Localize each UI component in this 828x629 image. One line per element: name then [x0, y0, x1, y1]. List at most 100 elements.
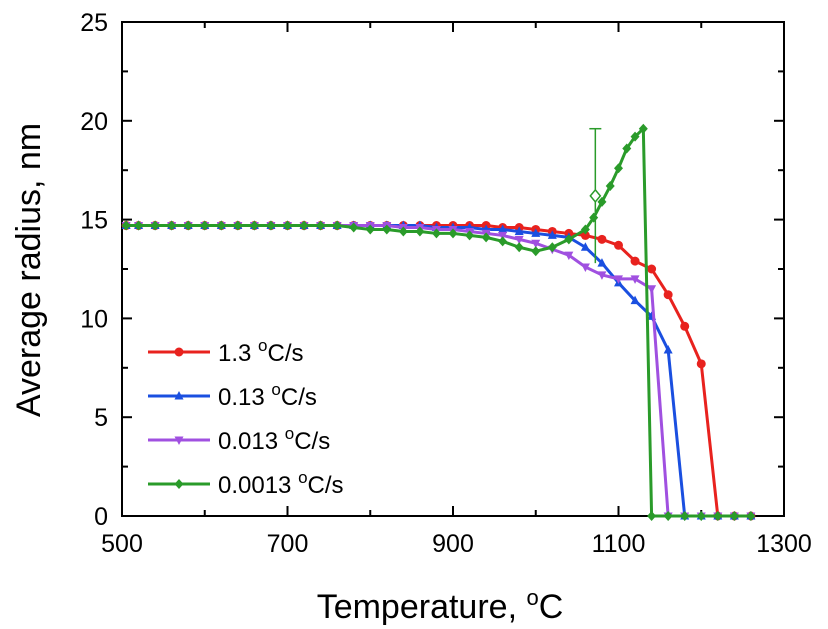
x-tick-label: 900	[432, 530, 474, 558]
data-point	[481, 232, 491, 243]
series-layer	[121, 123, 756, 521]
data-point	[121, 220, 131, 231]
data-point	[630, 256, 640, 266]
data-point	[167, 220, 177, 231]
data-point	[614, 275, 623, 284]
data-point	[729, 511, 739, 521]
x-tick-label: 1300	[756, 530, 812, 558]
data-point	[398, 226, 408, 237]
data-point	[663, 345, 673, 354]
data-point	[638, 123, 648, 134]
data-point	[580, 230, 590, 240]
data-point	[580, 224, 590, 235]
data-point	[498, 231, 508, 241]
data-point	[365, 224, 375, 235]
data-point	[332, 220, 342, 231]
data-point	[283, 220, 292, 231]
legend-label: 0.13 oC/s	[218, 380, 317, 411]
data-point	[531, 246, 541, 257]
data-point	[431, 228, 441, 239]
data-point	[680, 511, 690, 521]
legend: 1.3 oC/s 0.13 oC/s 0.013 oC/s 0.0013 oC/s	[148, 336, 344, 499]
data-point	[696, 359, 706, 369]
series-2	[121, 220, 756, 520]
data-point	[514, 226, 524, 235]
y-tick-label: 0	[94, 503, 108, 531]
x-tick-label: 1100	[592, 530, 646, 558]
data-point	[663, 290, 673, 300]
data-point	[580, 242, 590, 251]
x-tick-label: 700	[267, 530, 309, 558]
data-point	[680, 321, 690, 331]
data-point	[299, 220, 309, 231]
annotation-layer	[589, 127, 602, 264]
data-point	[349, 222, 359, 233]
data-point	[647, 511, 657, 521]
legend-label: 0.0013 oC/s	[218, 468, 344, 499]
data-point	[597, 196, 607, 207]
legend-marker	[174, 391, 184, 400]
legend-marker	[174, 436, 184, 445]
data-point	[514, 235, 524, 245]
legend-marker	[174, 347, 184, 357]
data-point	[564, 234, 574, 245]
y-axis-label: Average radius, nm	[10, 123, 48, 417]
data-point	[150, 220, 160, 231]
series-3	[121, 222, 756, 521]
data-point	[465, 230, 475, 241]
data-point	[266, 220, 276, 231]
legend-label: 0.013 oC/s	[218, 424, 330, 455]
y-tick-label: 15	[80, 207, 108, 235]
data-point	[713, 511, 723, 521]
data-point	[547, 230, 557, 239]
data-point	[630, 275, 640, 284]
data-point	[498, 236, 508, 247]
y-tick-label: 5	[94, 404, 108, 432]
series-1	[121, 221, 756, 521]
tick-marks	[121, 21, 785, 517]
data-point	[316, 220, 326, 231]
data-point	[663, 511, 673, 521]
data-point	[696, 511, 706, 521]
tick-labels: 500 700 900 1100 1300 0 5 10 15 20 25	[80, 9, 812, 558]
data-point	[630, 295, 640, 305]
data-point	[622, 143, 632, 154]
data-point	[233, 220, 243, 231]
y-tick-label: 10	[80, 305, 108, 333]
legend-marker	[174, 479, 184, 489]
data-point	[614, 163, 623, 174]
data-point	[183, 220, 193, 231]
data-point	[200, 220, 210, 231]
series-4	[121, 123, 756, 521]
data-point	[597, 271, 607, 280]
legend-entry-1: 1.3 oC/s	[148, 336, 304, 367]
legend-entry-4: 0.0013 oC/s	[148, 468, 344, 499]
data-point	[531, 228, 541, 237]
legend-entry-2: 0.13 oC/s	[148, 380, 317, 411]
data-point	[564, 251, 574, 261]
data-point	[580, 263, 590, 273]
data-point	[630, 131, 640, 142]
data-point	[614, 240, 623, 250]
data-point	[448, 228, 458, 239]
data-point	[249, 220, 259, 231]
data-point	[597, 258, 607, 267]
data-point	[647, 264, 657, 274]
data-point	[647, 285, 657, 294]
x-tick-label: 500	[101, 530, 143, 558]
y-tick-label: 25	[80, 9, 108, 37]
data-point	[531, 239, 541, 249]
error-bar-point	[589, 127, 602, 264]
data-point	[134, 220, 144, 231]
data-point	[415, 226, 425, 237]
legend-label: 1.3 oC/s	[218, 336, 304, 367]
series-line	[126, 127, 751, 518]
data-point	[597, 234, 607, 244]
legend-entry-3: 0.013 oC/s	[148, 424, 330, 455]
y-tick-label: 20	[80, 108, 108, 136]
data-point	[216, 220, 226, 231]
data-point	[382, 224, 392, 235]
error-bar-marker	[589, 188, 602, 204]
data-point	[498, 224, 508, 233]
